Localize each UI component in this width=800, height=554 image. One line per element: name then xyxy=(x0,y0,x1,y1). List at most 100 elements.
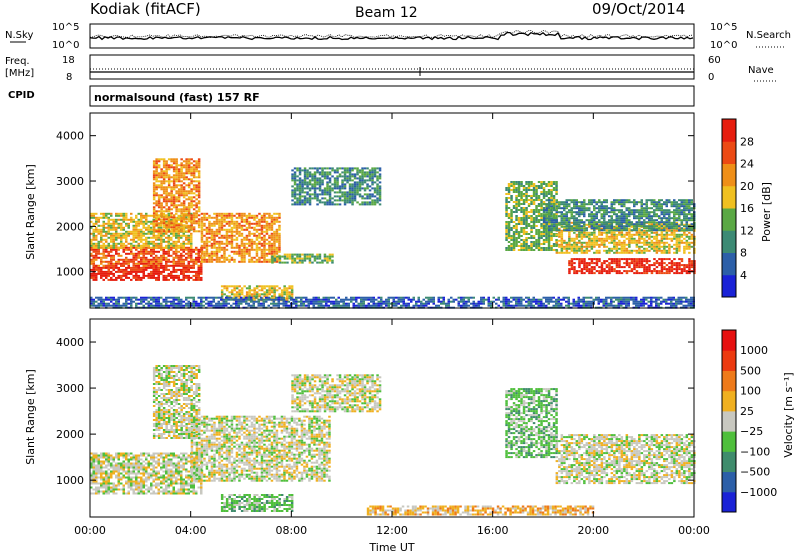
heatmap-cell xyxy=(665,258,669,261)
heatmap-cell xyxy=(150,228,153,231)
heatmap-cell xyxy=(155,202,158,205)
heatmap-cell xyxy=(125,274,128,277)
heatmap-cell xyxy=(195,214,198,217)
heatmap-cell xyxy=(187,170,191,173)
heatmap-cell xyxy=(140,270,143,273)
heatmap-cell xyxy=(177,278,180,281)
heatmap-cell xyxy=(542,231,546,233)
heatmap-cell xyxy=(182,226,185,229)
heatmap-cell xyxy=(525,227,528,229)
heatmap-cell xyxy=(115,234,118,237)
heatmap-cell xyxy=(150,250,153,253)
heatmap-cell xyxy=(371,195,374,198)
heatmap-cell xyxy=(263,230,266,233)
heatmap-cell xyxy=(135,236,138,239)
heatmap-cell xyxy=(155,168,158,171)
heatmap-cell xyxy=(278,214,281,217)
heatmap-cell xyxy=(580,231,584,234)
heatmap-cell xyxy=(336,199,339,202)
heatmap-cell xyxy=(110,258,113,261)
heatmap-cell xyxy=(190,188,193,191)
heatmap-cell xyxy=(635,201,638,204)
heatmap-cell xyxy=(243,214,246,217)
heatmap-cell xyxy=(515,229,518,231)
heatmap-cell xyxy=(182,182,186,185)
heatmap-cell xyxy=(175,222,178,225)
heatmap-cell xyxy=(275,216,279,219)
heatmap-cell xyxy=(175,228,178,231)
heatmap-cell xyxy=(155,276,158,279)
heatmap-cell xyxy=(137,236,140,239)
heatmap-cell xyxy=(296,261,299,264)
heatmap-cell xyxy=(270,252,274,255)
heatmap-cell xyxy=(180,212,183,215)
heatmap-cell xyxy=(195,166,198,169)
heatmap-cell xyxy=(223,246,226,249)
heatmap-cell xyxy=(343,169,347,172)
heatmap-cell xyxy=(107,244,110,247)
heatmap-cell xyxy=(147,224,150,227)
heatmap-cell xyxy=(162,230,166,233)
heatmap-cell xyxy=(568,262,571,265)
heatmap-cell xyxy=(162,172,166,175)
heatmap-cell xyxy=(507,221,511,223)
heatmap-cell xyxy=(120,264,123,267)
heatmap-cell xyxy=(235,244,239,247)
heatmap-cell xyxy=(175,184,178,187)
heatmap-cell xyxy=(568,272,571,275)
heatmap-cell xyxy=(643,237,646,240)
heatmap-cell xyxy=(187,278,190,281)
heatmap-cell xyxy=(285,295,289,298)
heatmap-cell xyxy=(542,233,546,235)
heatmap-cell xyxy=(580,272,584,275)
heatmap-cell xyxy=(510,197,513,199)
heatmap-cell xyxy=(177,218,180,221)
heatmap-cell xyxy=(230,293,234,296)
heatmap-cell xyxy=(100,262,103,265)
heatmap-cell xyxy=(255,216,259,219)
heatmap-cell xyxy=(298,167,302,170)
heatmap-cell xyxy=(368,175,372,178)
heatmap-cell xyxy=(655,272,659,275)
heatmap-cell xyxy=(517,235,521,237)
heatmap-cell xyxy=(167,164,171,167)
heatmap-cell xyxy=(152,262,155,265)
heatmap-cell xyxy=(132,268,135,271)
heatmap-cell xyxy=(180,184,183,187)
heatmap-cell xyxy=(321,191,324,194)
heatmap-cell xyxy=(573,266,576,269)
heatmap-cell xyxy=(633,260,636,263)
heatmap-cell xyxy=(263,256,266,259)
heatmap-cell xyxy=(336,183,339,186)
heatmap-cell xyxy=(157,218,161,221)
heatmap-cell xyxy=(331,167,334,170)
heatmap-cell xyxy=(167,214,170,217)
heatmap-cell xyxy=(660,221,663,224)
heatmap-cell xyxy=(678,241,681,244)
heatmap-cell xyxy=(620,227,623,230)
heatmap-cell xyxy=(633,264,636,267)
heatmap-cell xyxy=(102,220,105,223)
heatmap-cell xyxy=(683,227,686,230)
heatmap-cell xyxy=(683,251,686,254)
heatmap-cell xyxy=(618,227,621,230)
heatmap-cell xyxy=(593,223,596,226)
heatmap-cell xyxy=(515,195,518,197)
heatmap-cell xyxy=(233,258,236,261)
heatmap-cell xyxy=(605,266,609,269)
heatmap-cell xyxy=(218,236,221,239)
heatmap-cell xyxy=(648,264,651,267)
heatmap-cell xyxy=(150,240,153,243)
heatmap-cell xyxy=(550,213,553,215)
heatmap-cell xyxy=(530,219,533,221)
heatmap-cell xyxy=(187,260,190,263)
heatmap-cell xyxy=(595,258,599,261)
heatmap-cell xyxy=(152,172,156,175)
heatmap-cell xyxy=(152,212,156,215)
heatmap-cell xyxy=(248,295,251,298)
heatmap-cell xyxy=(578,231,581,234)
heatmap-cell xyxy=(306,197,309,200)
heatmap-cell xyxy=(685,239,689,242)
heatmap-cell xyxy=(208,228,211,231)
heatmap-cell xyxy=(298,195,302,198)
